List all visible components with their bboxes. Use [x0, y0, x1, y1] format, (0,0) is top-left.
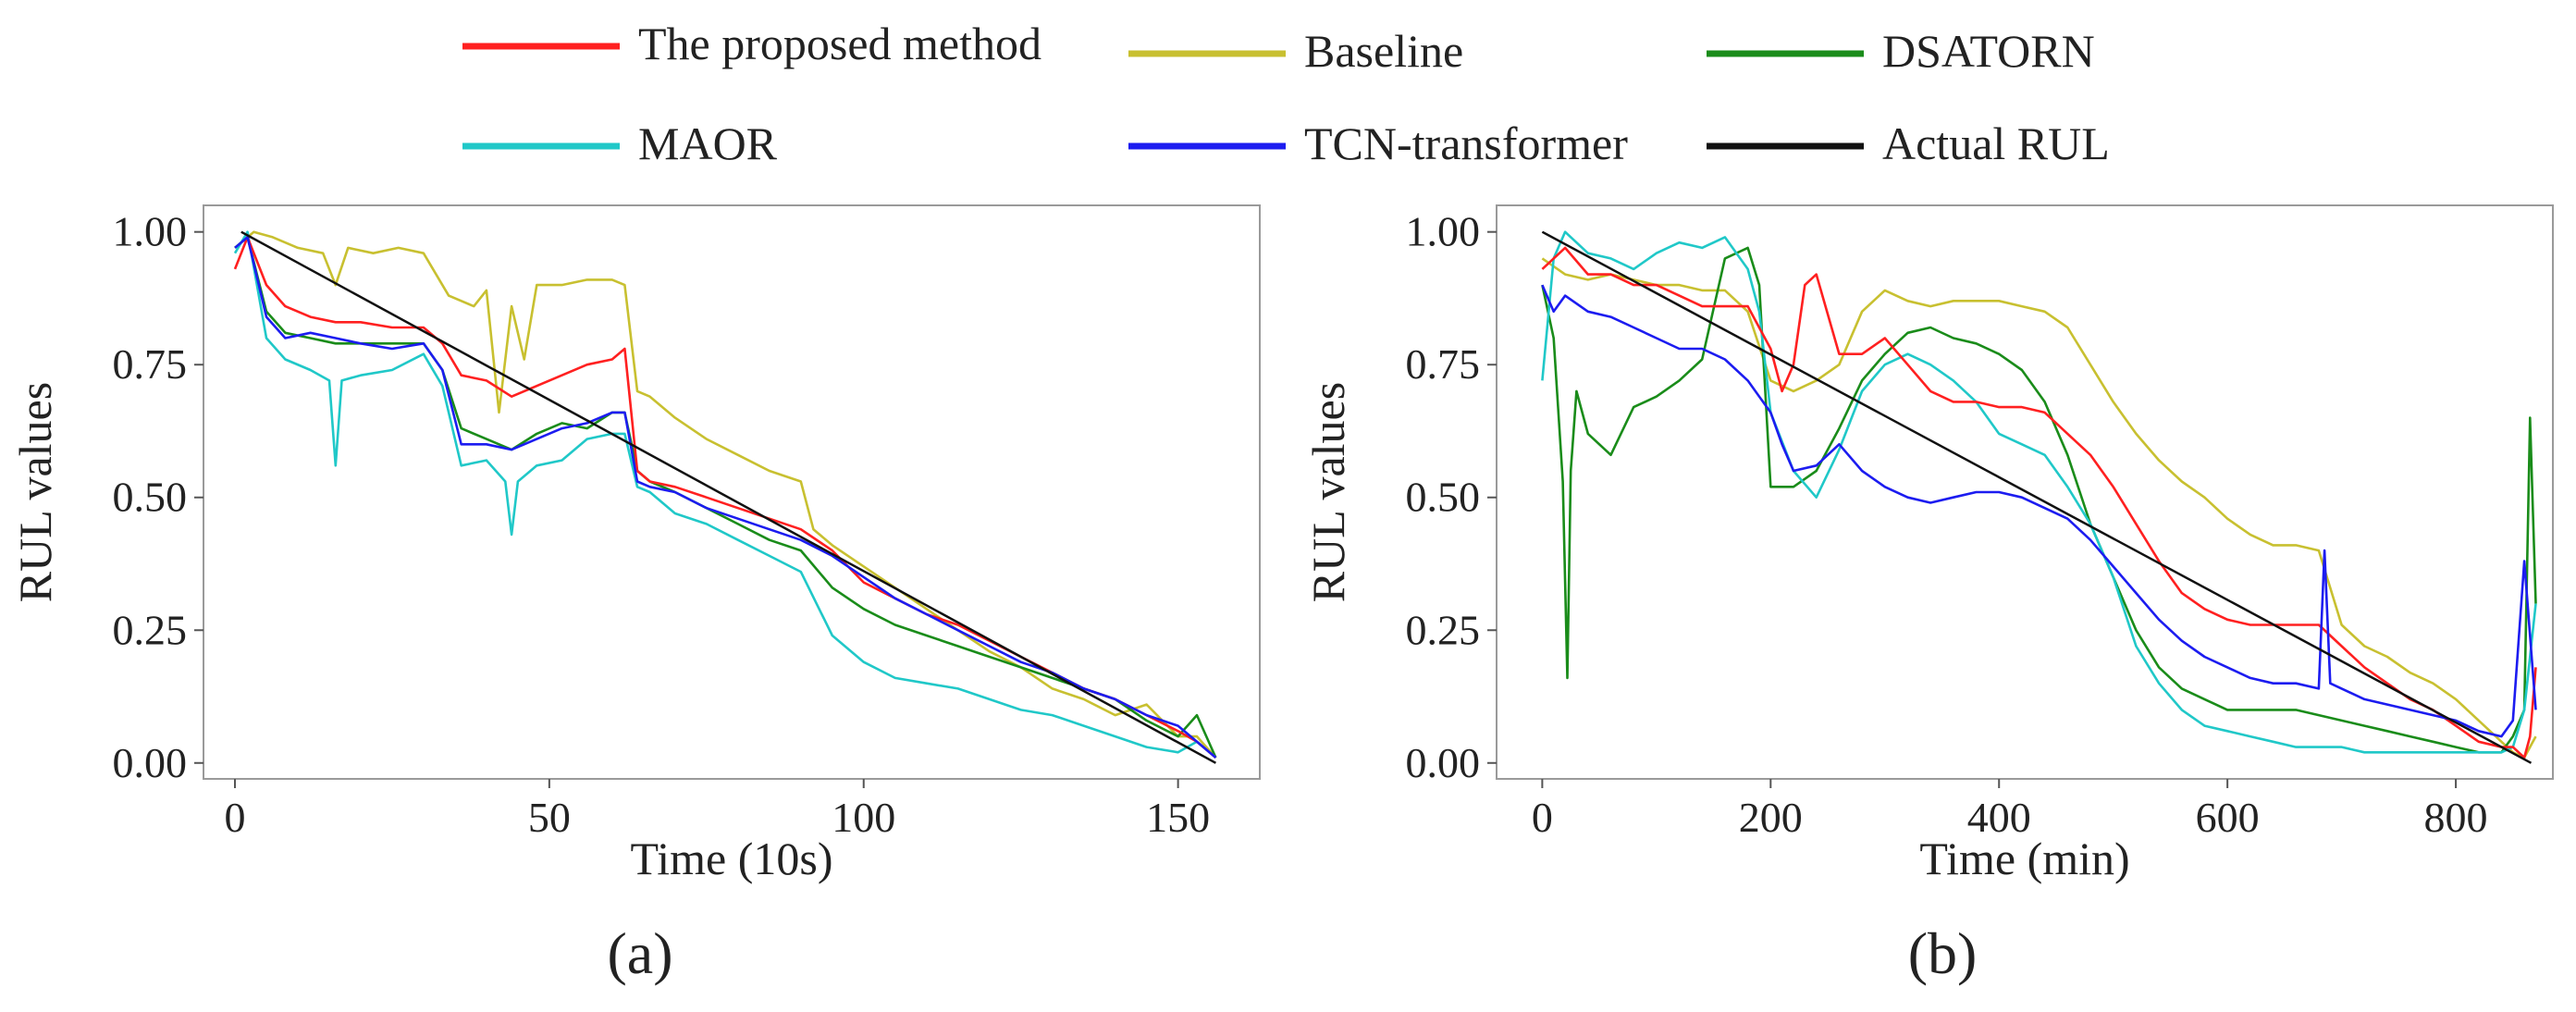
- y-tick-label: 0.00: [113, 739, 188, 786]
- y-axis-label: RUL values: [1302, 382, 1354, 602]
- x-tick-label: 100: [832, 794, 895, 841]
- y-axis-label: RUL values: [9, 382, 61, 602]
- series-line-dsatorn: [1541, 246, 2537, 754]
- legend-label: Actual RUL: [1882, 117, 2110, 169]
- x-tick-label: 150: [1146, 794, 1210, 841]
- legend-label: TCN-transformer: [1304, 117, 1628, 169]
- x-tick-label: 50: [528, 794, 571, 841]
- legend: The proposed method Baseline DSATORN MAOR TC…: [462, 18, 2110, 169]
- legend-label: Baseline: [1304, 25, 1463, 77]
- y-tick-label: 0.50: [1406, 474, 1481, 521]
- series-line-maor: [1541, 230, 2537, 754]
- legend-item-baseline: Baseline: [1128, 25, 1463, 77]
- legend-item-the-proposed-method: The proposed method: [462, 18, 1041, 69]
- x-tick-label: 0: [224, 794, 245, 841]
- chart-panel-b: 0.00 0.25 0.50 0.75 1.00 0 200 400 600 800 Time (m…: [1302, 204, 2554, 986]
- series-line-actual-rul: [240, 230, 1216, 764]
- plot-frame: [1496, 204, 2554, 780]
- series-line-tcn-transformer: [1541, 284, 2537, 738]
- chart-panel-a: 0.00 0.25 0.50 0.75 1.00 0 50 100 150 Time (10s) R…: [9, 204, 1261, 986]
- x-tick-label: 800: [2424, 794, 2488, 841]
- x-axis-label: Time (10s): [630, 833, 832, 884]
- series-line-the-proposed-method: [1541, 246, 2537, 759]
- x-tick-label: 400: [1967, 794, 2031, 841]
- series-group: [233, 230, 1217, 764]
- x-tick-label: 600: [2196, 794, 2260, 841]
- legend-label: DSATORN: [1882, 25, 2095, 77]
- x-tick-label: 0: [1532, 794, 1553, 841]
- x-axis-label: Time (min): [1919, 833, 2129, 884]
- legend-label: The proposed method: [638, 18, 1041, 69]
- y-tick-label: 0.75: [1406, 340, 1481, 388]
- y-tick-label: 0.75: [113, 340, 188, 388]
- series-line-baseline: [1541, 257, 2537, 759]
- y-tick-label: 0.25: [113, 606, 188, 653]
- series-line-dsatorn: [234, 236, 1217, 759]
- legend-label: MAOR: [638, 117, 778, 169]
- legend-item-actual-rul: Actual RUL: [1707, 117, 2110, 169]
- panel-label: (a): [607, 920, 672, 986]
- y-tick-label: 0.25: [1406, 606, 1481, 653]
- y-tick-label: 0.50: [113, 474, 188, 521]
- x-tick-label: 200: [1739, 794, 1803, 841]
- y-tick-label: 1.00: [113, 208, 188, 255]
- series-group: [1541, 230, 2537, 764]
- series-line-the-proposed-method: [233, 236, 1217, 759]
- series-line-tcn-transformer: [234, 236, 1217, 759]
- panel-label: (b): [1908, 920, 1978, 986]
- y-tick-label: 0.00: [1406, 739, 1481, 786]
- y-tick-label: 1.00: [1406, 208, 1481, 255]
- plot-frame: [203, 204, 1261, 780]
- legend-item-dsatorn: DSATORN: [1707, 25, 2095, 77]
- legend-item-tcn-transformer: TCN-transformer: [1128, 117, 1628, 169]
- series-line-maor: [233, 230, 1217, 759]
- legend-item-maor: MAOR: [462, 117, 778, 169]
- series-line-actual-rul: [1541, 230, 2533, 764]
